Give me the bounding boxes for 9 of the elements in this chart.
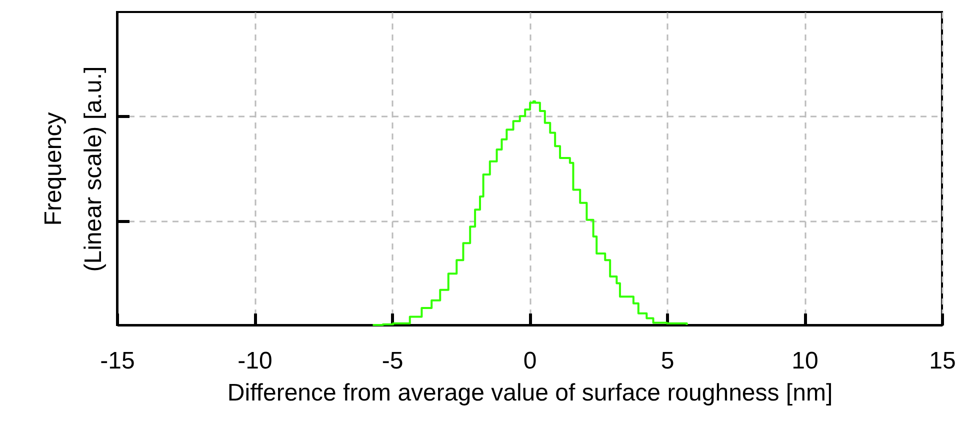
x-tick-label: -15 xyxy=(100,348,135,374)
y-axis-title: Frequency (Linear scale) [a.u.] xyxy=(40,66,107,272)
x-tick-label: 5 xyxy=(660,348,674,374)
x-tick-label: -10 xyxy=(238,348,272,374)
x-tick-label: 15 xyxy=(929,348,956,374)
x-tick-label: -5 xyxy=(382,348,404,374)
x-tick-label: 0 xyxy=(523,348,537,374)
x-axis-title: Difference from average value of surface roughness [nm] xyxy=(227,380,833,406)
x-tick-label: 10 xyxy=(792,348,818,374)
